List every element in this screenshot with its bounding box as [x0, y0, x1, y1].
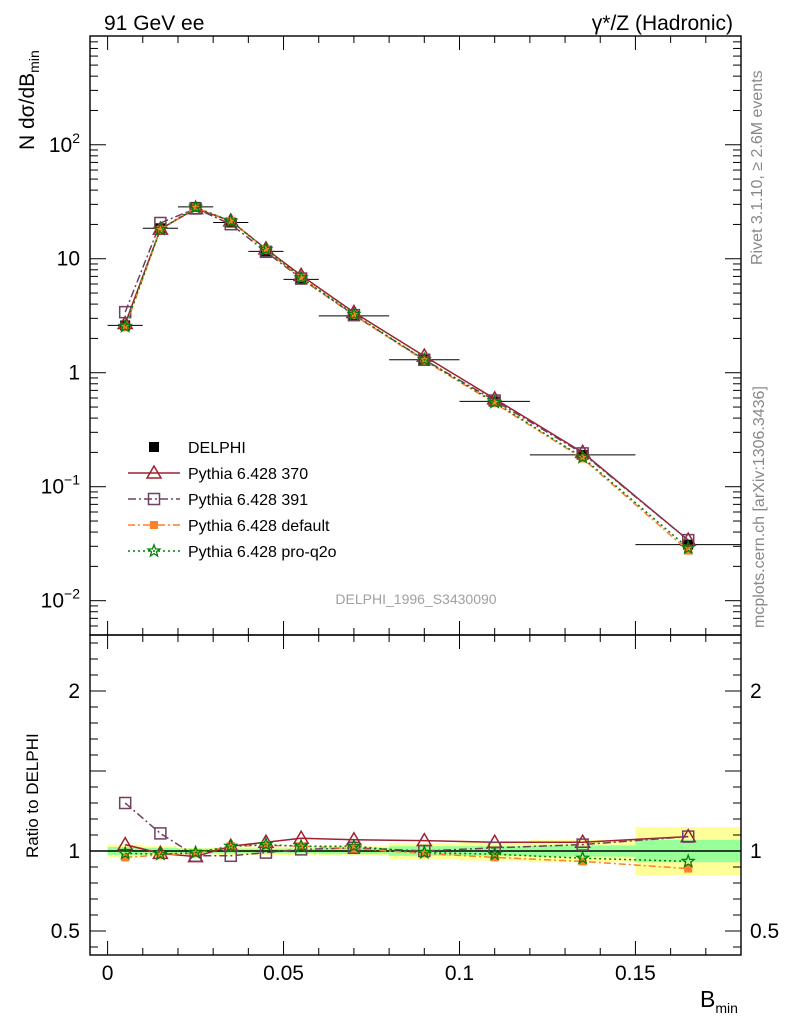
legend-label: Pythia 6.428 370	[188, 466, 308, 483]
ratio-point-pq2o	[187, 844, 204, 860]
ratio-y-tick-label: 1	[68, 840, 80, 863]
ratio-point-p391	[576, 838, 589, 851]
series-point-pq2o	[293, 269, 309, 285]
x-tick-label: 0.1	[445, 962, 474, 985]
series-point-pq2o	[487, 394, 503, 409]
series-point-pdef	[121, 323, 130, 332]
ratio-point-p370	[116, 836, 134, 851]
x-axis-label: Bmin	[700, 986, 738, 1016]
ratio-y-tick-label-right: 2	[750, 680, 762, 703]
series-point-pq2o	[416, 351, 432, 367]
legend-marker-p391	[147, 492, 161, 506]
ratio-point-p391	[347, 841, 361, 855]
axis-ticks	[90, 35, 742, 955]
svg-text:N dσ/dBmin: N dσ/dBmin	[16, 50, 42, 150]
ratio-point-pdef	[261, 841, 270, 850]
series-point-pdef	[156, 225, 165, 234]
ratio-point-pq2o	[416, 844, 432, 860]
ratio-y-axis-label: Ratio to DELPHI	[23, 733, 42, 858]
series-point-pq2o	[258, 241, 274, 256]
ratio-panel-series	[116, 796, 697, 873]
ratio-y-tick-label-right: 1	[750, 840, 762, 863]
series-point-pdef	[261, 245, 270, 254]
series-point-p391	[189, 202, 202, 215]
series-line-p370	[124, 207, 689, 541]
series-point-pdef	[297, 273, 306, 282]
watermark: DELPHI_1996_S3430090	[335, 591, 496, 607]
ratio-point-pq2o	[293, 838, 309, 853]
header-left: 91 GeV ee	[104, 12, 204, 35]
series-point-pq2o	[575, 449, 591, 464]
legend: DELPHI Pythia 6.428 370 Pythia 6.428 391 Py…	[128, 440, 337, 561]
series-point-pq2o	[346, 306, 362, 321]
series-point-pq2o	[187, 199, 204, 214]
series-point-pdef	[578, 454, 587, 463]
series-point-pdef	[226, 216, 235, 225]
main-panel-series	[107, 199, 741, 555]
ratio-panel-frame	[89, 634, 742, 956]
rivet-note: Rivet 3.1.10, ≥ 2.6M events	[749, 70, 766, 265]
tick-labels: 0 0.05 0.1 0.15 10−2 10−1 1 10 102 0.5 0.5 1 1 2 2	[41, 130, 780, 985]
ratio-point-pdef	[684, 864, 693, 873]
ratio-point-pq2o	[117, 845, 133, 860]
series-line-pq2o	[124, 206, 689, 549]
ratio-point-p391	[224, 849, 238, 863]
legend-marker-data	[149, 442, 159, 452]
ratio-point-pq2o	[680, 853, 696, 868]
ratio-point-pdef	[156, 851, 165, 859]
ratio-line-p370	[125, 835, 689, 858]
legend-marker-pq2o	[146, 542, 162, 558]
ratio-point-p391	[118, 796, 132, 810]
ratio-point-pq2o	[152, 846, 169, 861]
series-point-pq2o	[680, 539, 696, 555]
legend-label: Pythia 6.428 pro-q2o	[188, 544, 337, 561]
ratio-y-tick-label: 2	[68, 680, 80, 703]
y-tick-label: 10−1	[41, 472, 81, 499]
series-point-pdef	[191, 203, 200, 212]
ratio-point-pdef	[191, 849, 200, 858]
legend-label: DELPHI	[188, 440, 246, 457]
header-right: γ*/Z (Hadronic)	[592, 12, 733, 35]
y-tick-label: 102	[49, 130, 80, 157]
y-tick-label: 1	[68, 362, 80, 385]
mcplots-note: mcplots.cern.ch [arXiv:1306.3436]	[751, 386, 768, 628]
series-point-pq2o	[117, 318, 133, 333]
ratio-y-tick-label: 0.5	[51, 920, 80, 943]
ratio-point-pq2o	[258, 836, 274, 852]
ratio-point-p370	[574, 833, 591, 848]
series-point-p391	[681, 533, 695, 547]
series-point-pdef	[349, 311, 358, 320]
x-tick-label: 0.05	[263, 962, 304, 985]
y-tick-label: 10−2	[41, 586, 81, 613]
legend-marker-p370	[145, 464, 163, 479]
ratio-point-p391	[154, 827, 167, 840]
x-tick-label: 0	[102, 962, 114, 985]
ratio-line-pq2o	[125, 843, 689, 863]
ratio-point-p391	[681, 830, 695, 843]
ratio-point-pq2o	[223, 838, 239, 853]
y-tick-label: 10	[57, 248, 80, 271]
ratio-point-pdef	[420, 849, 429, 858]
ratio-point-p391	[488, 841, 501, 855]
ratio-point-pq2o	[575, 850, 591, 865]
x-tick-label: 0.15	[615, 962, 656, 985]
main-y-axis-label: N dσ/dBmin	[16, 50, 42, 150]
ratio-point-pdef	[121, 853, 130, 862]
series-point-pq2o	[223, 213, 239, 228]
ratio-y-tick-label-right: 0.5	[750, 920, 779, 943]
ratio-point-pq2o	[346, 838, 362, 853]
series-point-pdef	[490, 399, 499, 408]
series-line-p391	[124, 207, 689, 541]
legend-label: Pythia 6.428 default	[188, 518, 330, 535]
ratio-point-pq2o	[487, 846, 503, 861]
series-point-pq2o	[152, 221, 169, 236]
legend-marker-pdef	[150, 521, 158, 529]
legend-label: Pythia 6.428 391	[188, 492, 308, 509]
